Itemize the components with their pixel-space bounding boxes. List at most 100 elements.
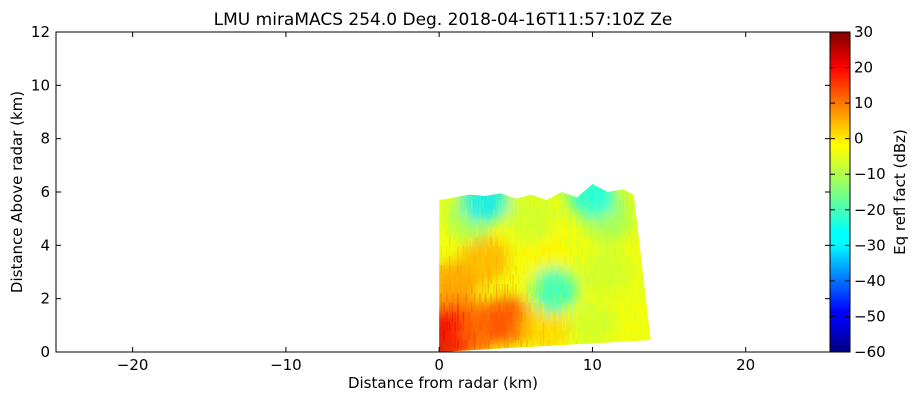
reflectivity-streak bbox=[526, 284, 528, 294]
reflectivity-streak bbox=[540, 321, 542, 331]
reflectivity-streak bbox=[595, 312, 597, 322]
reflectivity-streak bbox=[517, 218, 520, 228]
reflectivity-streak bbox=[575, 237, 578, 247]
reflectivity-streak bbox=[495, 218, 498, 228]
reflectivity-streak bbox=[611, 284, 614, 294]
reflectivity-streak bbox=[487, 284, 489, 294]
reflectivity-streak bbox=[487, 312, 489, 322]
reflectivity-streak bbox=[639, 284, 641, 294]
reflectivity-streak bbox=[617, 228, 619, 238]
reflectivity-streak bbox=[573, 284, 575, 294]
reflectivity-streak bbox=[608, 256, 611, 266]
reflectivity-streak bbox=[501, 265, 503, 275]
reflectivity-streak bbox=[537, 218, 539, 228]
reflectivity-streak bbox=[446, 312, 448, 322]
reflectivity-streak bbox=[440, 228, 443, 238]
reflectivity-streak bbox=[448, 321, 451, 331]
reflectivity-streak bbox=[531, 302, 534, 312]
reflectivity-streak bbox=[520, 340, 523, 350]
reflectivity-streak bbox=[636, 228, 638, 238]
reflectivity-streak bbox=[520, 218, 523, 228]
reflectivity-streak bbox=[620, 284, 622, 294]
reflectivity-streak bbox=[457, 321, 459, 331]
reflectivity-streak bbox=[614, 293, 616, 303]
reflectivity-streak bbox=[606, 312, 608, 322]
reflectivity-streak bbox=[600, 200, 603, 210]
reflectivity-streak bbox=[562, 302, 564, 312]
reflectivity-streak bbox=[551, 265, 553, 275]
reflectivity-cell bbox=[460, 234, 510, 283]
reflectivity-streak bbox=[520, 284, 523, 294]
reflectivity-streak bbox=[451, 209, 454, 219]
reflectivity-streak bbox=[446, 321, 448, 331]
reflectivity-streak bbox=[498, 284, 501, 294]
reflectivity-streak bbox=[471, 237, 473, 247]
reflectivity-streak bbox=[625, 200, 627, 210]
reflectivity-streak bbox=[534, 265, 536, 275]
reflectivity-streak bbox=[451, 312, 454, 322]
reflectivity-streak bbox=[631, 246, 633, 256]
reflectivity-streak bbox=[636, 256, 638, 266]
reflectivity-streak bbox=[586, 246, 589, 256]
reflectivity-streak bbox=[512, 209, 514, 219]
reflectivity-streak bbox=[482, 200, 484, 210]
reflectivity-streak bbox=[457, 340, 459, 350]
reflectivity-streak bbox=[608, 218, 611, 228]
reflectivity-streak bbox=[589, 321, 592, 331]
reflectivity-streak bbox=[600, 209, 603, 219]
reflectivity-streak bbox=[564, 302, 567, 312]
reflectivity-streak bbox=[512, 302, 514, 312]
chart-title: LMU miraMACS 254.0 Deg. 2018-04-16T11:57… bbox=[214, 10, 673, 30]
reflectivity-streak bbox=[479, 218, 481, 228]
reflectivity-streak bbox=[457, 302, 459, 312]
reflectivity-streak bbox=[460, 321, 462, 331]
reflectivity-streak bbox=[460, 218, 462, 228]
reflectivity-streak bbox=[465, 340, 467, 350]
reflectivity-streak bbox=[468, 265, 470, 275]
reflectivity-streak bbox=[559, 293, 561, 303]
reflectivity-streak bbox=[551, 246, 553, 256]
reflectivity-streak bbox=[440, 302, 443, 312]
reflectivity-streak bbox=[520, 302, 523, 312]
reflectivity-streak bbox=[559, 209, 561, 219]
reflectivity-streak bbox=[495, 274, 498, 284]
reflectivity-streak bbox=[584, 228, 586, 238]
reflectivity-streak bbox=[628, 218, 630, 228]
reflectivity-streak bbox=[570, 209, 572, 219]
reflectivity-streak bbox=[617, 200, 619, 210]
reflectivity-streak bbox=[595, 184, 597, 191]
reflectivity-streak bbox=[542, 302, 545, 312]
reflectivity-streak bbox=[559, 284, 561, 294]
reflectivity-streak bbox=[631, 274, 633, 284]
reflectivity-streak bbox=[512, 274, 514, 284]
reflectivity-streak bbox=[595, 330, 597, 340]
reflectivity-streak bbox=[633, 237, 636, 247]
reflectivity-streak bbox=[628, 312, 630, 322]
x-tick-label: 20 bbox=[736, 356, 755, 374]
reflectivity-streak bbox=[551, 330, 553, 340]
reflectivity-streak bbox=[512, 284, 514, 294]
reflectivity-streak bbox=[531, 312, 534, 322]
reflectivity-streak bbox=[493, 302, 495, 312]
reflectivity-streak bbox=[495, 312, 498, 322]
reflectivity-streak bbox=[484, 246, 487, 256]
reflectivity-streak bbox=[603, 256, 605, 266]
reflectivity-streak bbox=[620, 293, 622, 303]
reflectivity-streak bbox=[520, 293, 523, 303]
reflectivity-streak bbox=[581, 312, 583, 322]
reflectivity-streak bbox=[622, 200, 625, 210]
x-tick-label: 0 bbox=[434, 356, 444, 374]
reflectivity-streak bbox=[614, 284, 616, 294]
reflectivity-streak bbox=[584, 190, 586, 200]
reflectivity-streak bbox=[526, 228, 528, 238]
reflectivity-streak bbox=[493, 209, 495, 219]
x-axis: −20 −10 0 10 20 bbox=[117, 32, 755, 374]
reflectivity-streak bbox=[471, 200, 473, 210]
reflectivity-streak bbox=[570, 274, 572, 284]
reflectivity-streak bbox=[628, 265, 630, 275]
reflectivity-streak bbox=[553, 321, 556, 331]
reflectivity-streak bbox=[495, 256, 498, 266]
reflectivity-streak bbox=[443, 200, 445, 210]
reflectivity-streak bbox=[542, 321, 545, 331]
reflectivity-streak bbox=[479, 340, 481, 350]
